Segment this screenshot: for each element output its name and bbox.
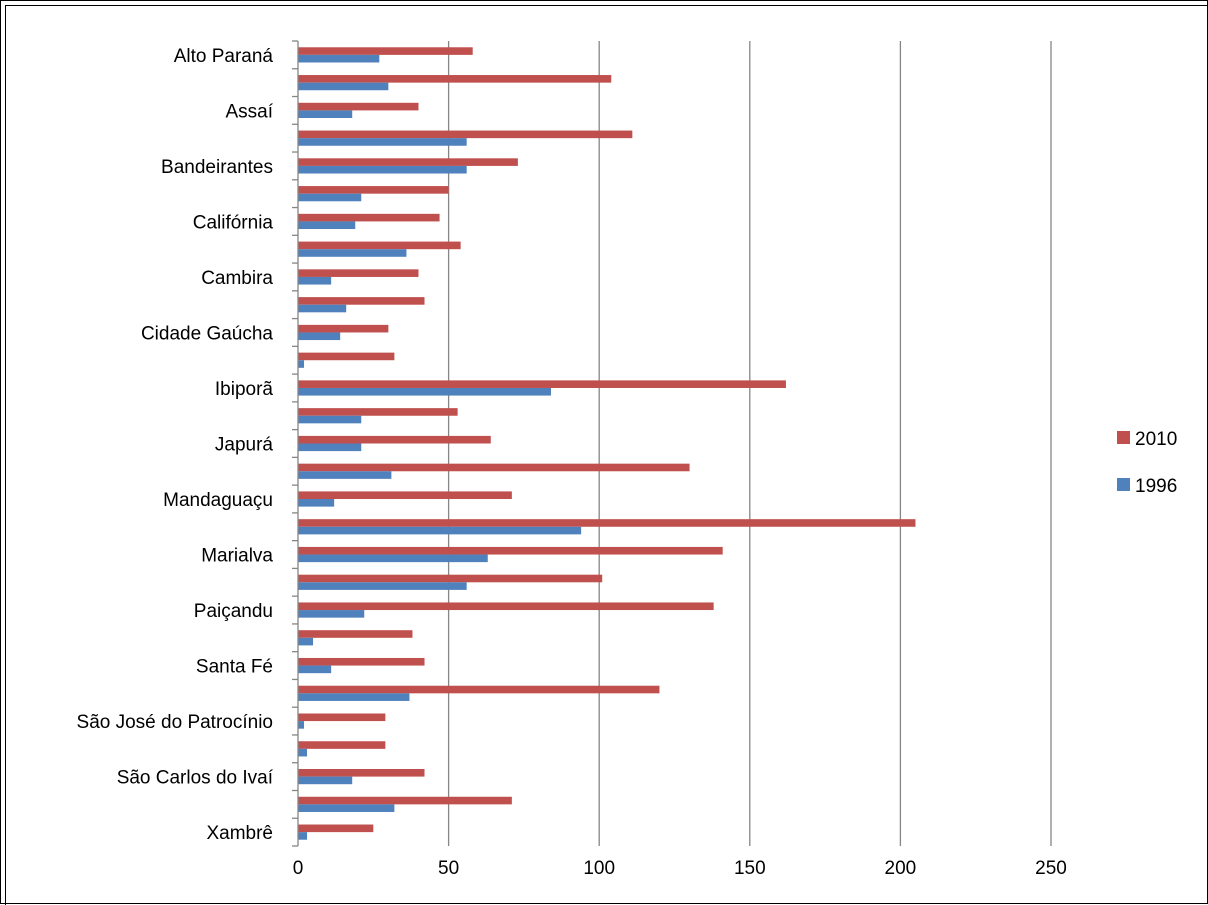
- bar-1996: [298, 693, 410, 701]
- category-label: Santa Fé: [196, 657, 273, 678]
- bar-1996: [298, 138, 467, 146]
- category-label: Alto Paraná: [174, 46, 274, 67]
- bar-2010: [298, 297, 425, 305]
- x-tick-label: 150: [734, 858, 766, 879]
- legend-label: 1996: [1135, 476, 1177, 497]
- bar-1996: [298, 387, 552, 396]
- bar-1996: [298, 110, 353, 118]
- bar-2010: [298, 102, 419, 111]
- bar-1996: [298, 499, 335, 507]
- bar-2010: [298, 491, 512, 500]
- tick-labels: 0 50 100 150 200 250: [293, 858, 1067, 879]
- x-tick-label: 0: [293, 858, 304, 879]
- axes: [292, 40, 299, 847]
- bar-2010: [298, 352, 395, 361]
- bar-2010: [298, 269, 419, 277]
- bar-2010: [298, 47, 473, 55]
- category-label: Assaí: [225, 101, 273, 122]
- x-tick-label: 200: [885, 858, 917, 879]
- bar-1996: [298, 415, 362, 424]
- x-tick-label: 250: [1035, 858, 1067, 879]
- bar-1996: [298, 582, 467, 590]
- bar-2010: [298, 796, 512, 805]
- bar-1996: [298, 360, 305, 368]
- bar-2010: [298, 574, 603, 583]
- bar-1996: [298, 776, 353, 785]
- bar-1996: [298, 748, 308, 757]
- bar-1996: [298, 610, 365, 618]
- bar-2010: [298, 713, 386, 722]
- bar-1996: [298, 193, 362, 202]
- category-labels: Alto Paraná Assaí Bandeirantes Califórnia Ca…: [77, 46, 274, 844]
- bar-1996: [298, 526, 582, 535]
- category-label: Ibiporã: [215, 379, 274, 400]
- bar-2010: [298, 435, 491, 444]
- bar-2010: [298, 241, 461, 250]
- category-label: Japurá: [215, 435, 274, 456]
- bar-2010: [298, 630, 413, 638]
- category-label: São José do Patrocínio: [77, 712, 273, 733]
- bar-1996: [298, 554, 488, 563]
- bar-2010: [298, 685, 660, 694]
- bar-2010: [298, 463, 690, 472]
- legend-label: 2010: [1135, 429, 1177, 450]
- bar-1996: [298, 471, 392, 479]
- category-label: São Carlos do Ivaí: [117, 768, 274, 789]
- legend: 2010 1996: [1117, 429, 1177, 497]
- legend-swatch-1996: [1117, 478, 1130, 491]
- bar-2010: [298, 657, 425, 666]
- bar-2010: [298, 130, 633, 139]
- legend-swatch-2010: [1117, 431, 1130, 444]
- bar-2010: [298, 186, 449, 194]
- bar-2010: [298, 602, 714, 611]
- category-label: Paiçandu: [194, 601, 273, 622]
- bar-1996: [298, 82, 389, 91]
- category-label: Xambrê: [206, 823, 273, 844]
- bar-1996: [298, 637, 314, 646]
- x-tick-label: 50: [438, 858, 459, 879]
- category-label: Mandaguaçu: [163, 490, 273, 511]
- bar-2010: [298, 324, 389, 333]
- bar-1996: [298, 721, 305, 729]
- bar-1996: [298, 332, 341, 341]
- bar-2010: [298, 75, 612, 83]
- x-tick-label: 100: [583, 858, 615, 879]
- bars: [298, 47, 916, 840]
- bar-2010: [298, 213, 440, 222]
- category-label: Califórnia: [193, 212, 274, 233]
- bar-1996: [298, 665, 332, 674]
- bar-1996: [298, 221, 356, 230]
- bar-2010: [298, 158, 518, 166]
- category-label: Bandeirantes: [161, 157, 273, 178]
- bar-2010: [298, 546, 723, 555]
- bar-1996: [298, 54, 380, 63]
- bar-1996: [298, 276, 332, 285]
- bar-2010: [298, 380, 786, 388]
- bar-1996: [298, 249, 407, 257]
- bar-2010: [298, 769, 425, 777]
- bar-2010: [298, 408, 458, 416]
- gridlines: [447, 41, 1052, 846]
- category-label: Marialva: [201, 546, 273, 567]
- bar-1996: [298, 443, 362, 452]
- bar-2010: [298, 824, 374, 833]
- bar-1996: [298, 804, 395, 812]
- bar-1996: [298, 832, 308, 840]
- bar-2010: [298, 741, 386, 749]
- category-label: Cambira: [201, 268, 273, 289]
- bar-1996: [298, 165, 467, 174]
- bar-2010: [298, 519, 916, 527]
- category-label: Cidade Gaúcha: [141, 323, 273, 344]
- bar-1996: [298, 304, 347, 313]
